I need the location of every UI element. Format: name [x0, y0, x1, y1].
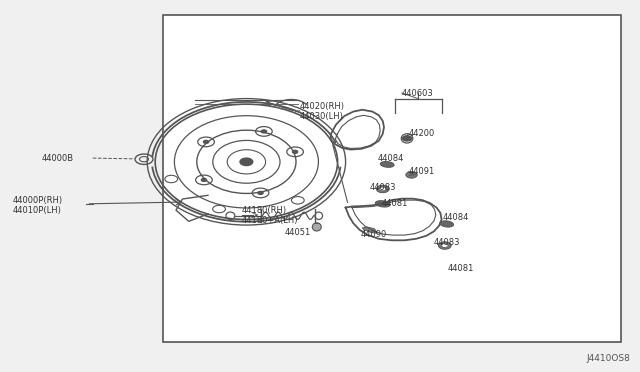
Polygon shape: [362, 227, 378, 233]
FancyBboxPatch shape: [163, 15, 621, 342]
Ellipse shape: [312, 223, 321, 231]
Text: 44000B: 44000B: [42, 154, 74, 163]
Text: 44083: 44083: [370, 183, 396, 192]
Text: 44084: 44084: [443, 213, 469, 222]
Text: 44010P(LH): 44010P(LH): [13, 206, 61, 215]
Circle shape: [406, 171, 417, 178]
Ellipse shape: [380, 161, 394, 167]
Text: 44091: 44091: [408, 167, 435, 176]
Text: 44020(RH): 44020(RH): [300, 102, 344, 110]
Ellipse shape: [375, 201, 390, 207]
Text: 44083: 44083: [434, 238, 460, 247]
Text: 44000P(RH): 44000P(RH): [13, 196, 63, 205]
Text: 44180(RH): 44180(RH): [242, 206, 287, 215]
Circle shape: [438, 242, 451, 249]
Text: 44030(LH): 44030(LH): [300, 112, 344, 121]
Circle shape: [376, 185, 389, 193]
Text: 44200: 44200: [408, 129, 435, 138]
Text: 440603: 440603: [402, 89, 434, 98]
Circle shape: [442, 244, 448, 247]
Circle shape: [292, 150, 298, 153]
Text: 44084: 44084: [378, 154, 404, 163]
Circle shape: [204, 140, 209, 143]
Text: 44081: 44081: [448, 264, 474, 273]
Circle shape: [258, 192, 263, 195]
Text: 44090: 44090: [361, 230, 387, 239]
Text: 44051: 44051: [285, 228, 311, 237]
Circle shape: [403, 136, 412, 141]
Text: J4410OS8: J4410OS8: [586, 354, 630, 363]
Text: 44081: 44081: [381, 199, 408, 208]
Circle shape: [261, 130, 266, 133]
Circle shape: [380, 187, 386, 191]
Circle shape: [202, 179, 207, 182]
Circle shape: [240, 158, 253, 166]
Ellipse shape: [440, 221, 454, 227]
Text: 44180+A(LH): 44180+A(LH): [242, 216, 298, 225]
